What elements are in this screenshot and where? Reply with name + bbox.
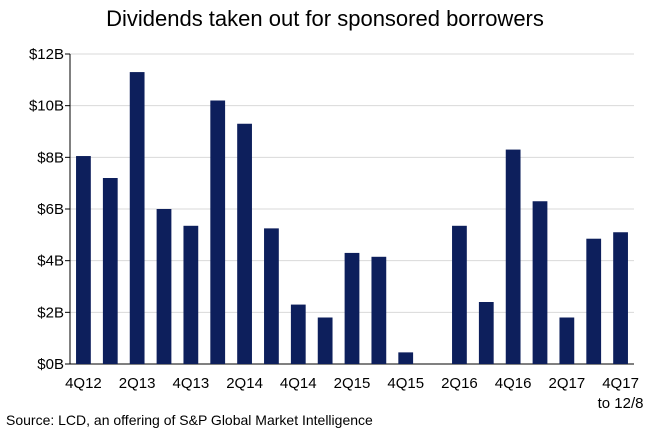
y-tick-label: $6B	[37, 201, 64, 218]
bar-1q15	[317, 317, 333, 364]
bar-3q17	[586, 238, 602, 364]
x-tick-label: 2Q13	[119, 375, 156, 392]
bar-3q14	[264, 228, 279, 364]
tick-labels: $0B $2B $4B $6B $8B $10B $12B 4Q12 2Q13 4Q13 2Q14 4…	[29, 46, 644, 412]
x-tick-label-line2: to 12/8	[598, 395, 644, 412]
bar-2q14	[237, 123, 252, 364]
x-tick-label: 4Q15	[387, 375, 424, 392]
bar-3q16	[478, 302, 494, 364]
bar-1q13	[102, 178, 118, 364]
x-tick-label: 2Q15	[334, 375, 371, 392]
x-tick-label: 4Q12	[65, 375, 102, 392]
bar-4q16	[505, 149, 521, 364]
bar-3q13	[156, 209, 172, 364]
y-tick-label: $4B	[37, 253, 64, 270]
bar-4q14	[290, 304, 306, 364]
y-tick-label: $0B	[37, 356, 64, 373]
bar-4q15	[398, 352, 414, 364]
bar-2q16	[452, 225, 467, 364]
bar-4q13	[183, 225, 199, 364]
x-tick-label: 2Q14	[226, 375, 263, 392]
x-tick-label: 4Q17	[602, 375, 639, 392]
source-note: Source: LCD, an offering of S&P Global M…	[6, 412, 373, 428]
x-tick-label: 4Q14	[280, 375, 317, 392]
x-tick-label: 2Q16	[441, 375, 478, 392]
bar-4q17-to-12-8	[613, 232, 628, 364]
y-tick-label: $2B	[37, 304, 64, 321]
bar-2q17	[559, 317, 575, 364]
y-tick-label: $12B	[29, 46, 64, 63]
y-tick-label: $8B	[37, 149, 64, 166]
x-tick-label: 4Q13	[173, 375, 210, 392]
bars	[76, 72, 628, 364]
bar-2q13	[129, 72, 145, 364]
bar-4q12	[76, 156, 91, 364]
x-tick-label: 2Q17	[549, 375, 586, 392]
y-tick-label: $10B	[29, 98, 64, 115]
bar-1q17	[532, 201, 548, 364]
bar-2q15	[344, 252, 360, 364]
x-tick-label: 4Q16	[495, 375, 532, 392]
bar-3q15	[371, 256, 387, 364]
chart-title: Dividends taken out for sponsored borrow…	[106, 6, 544, 31]
bar-1q14	[210, 100, 226, 364]
